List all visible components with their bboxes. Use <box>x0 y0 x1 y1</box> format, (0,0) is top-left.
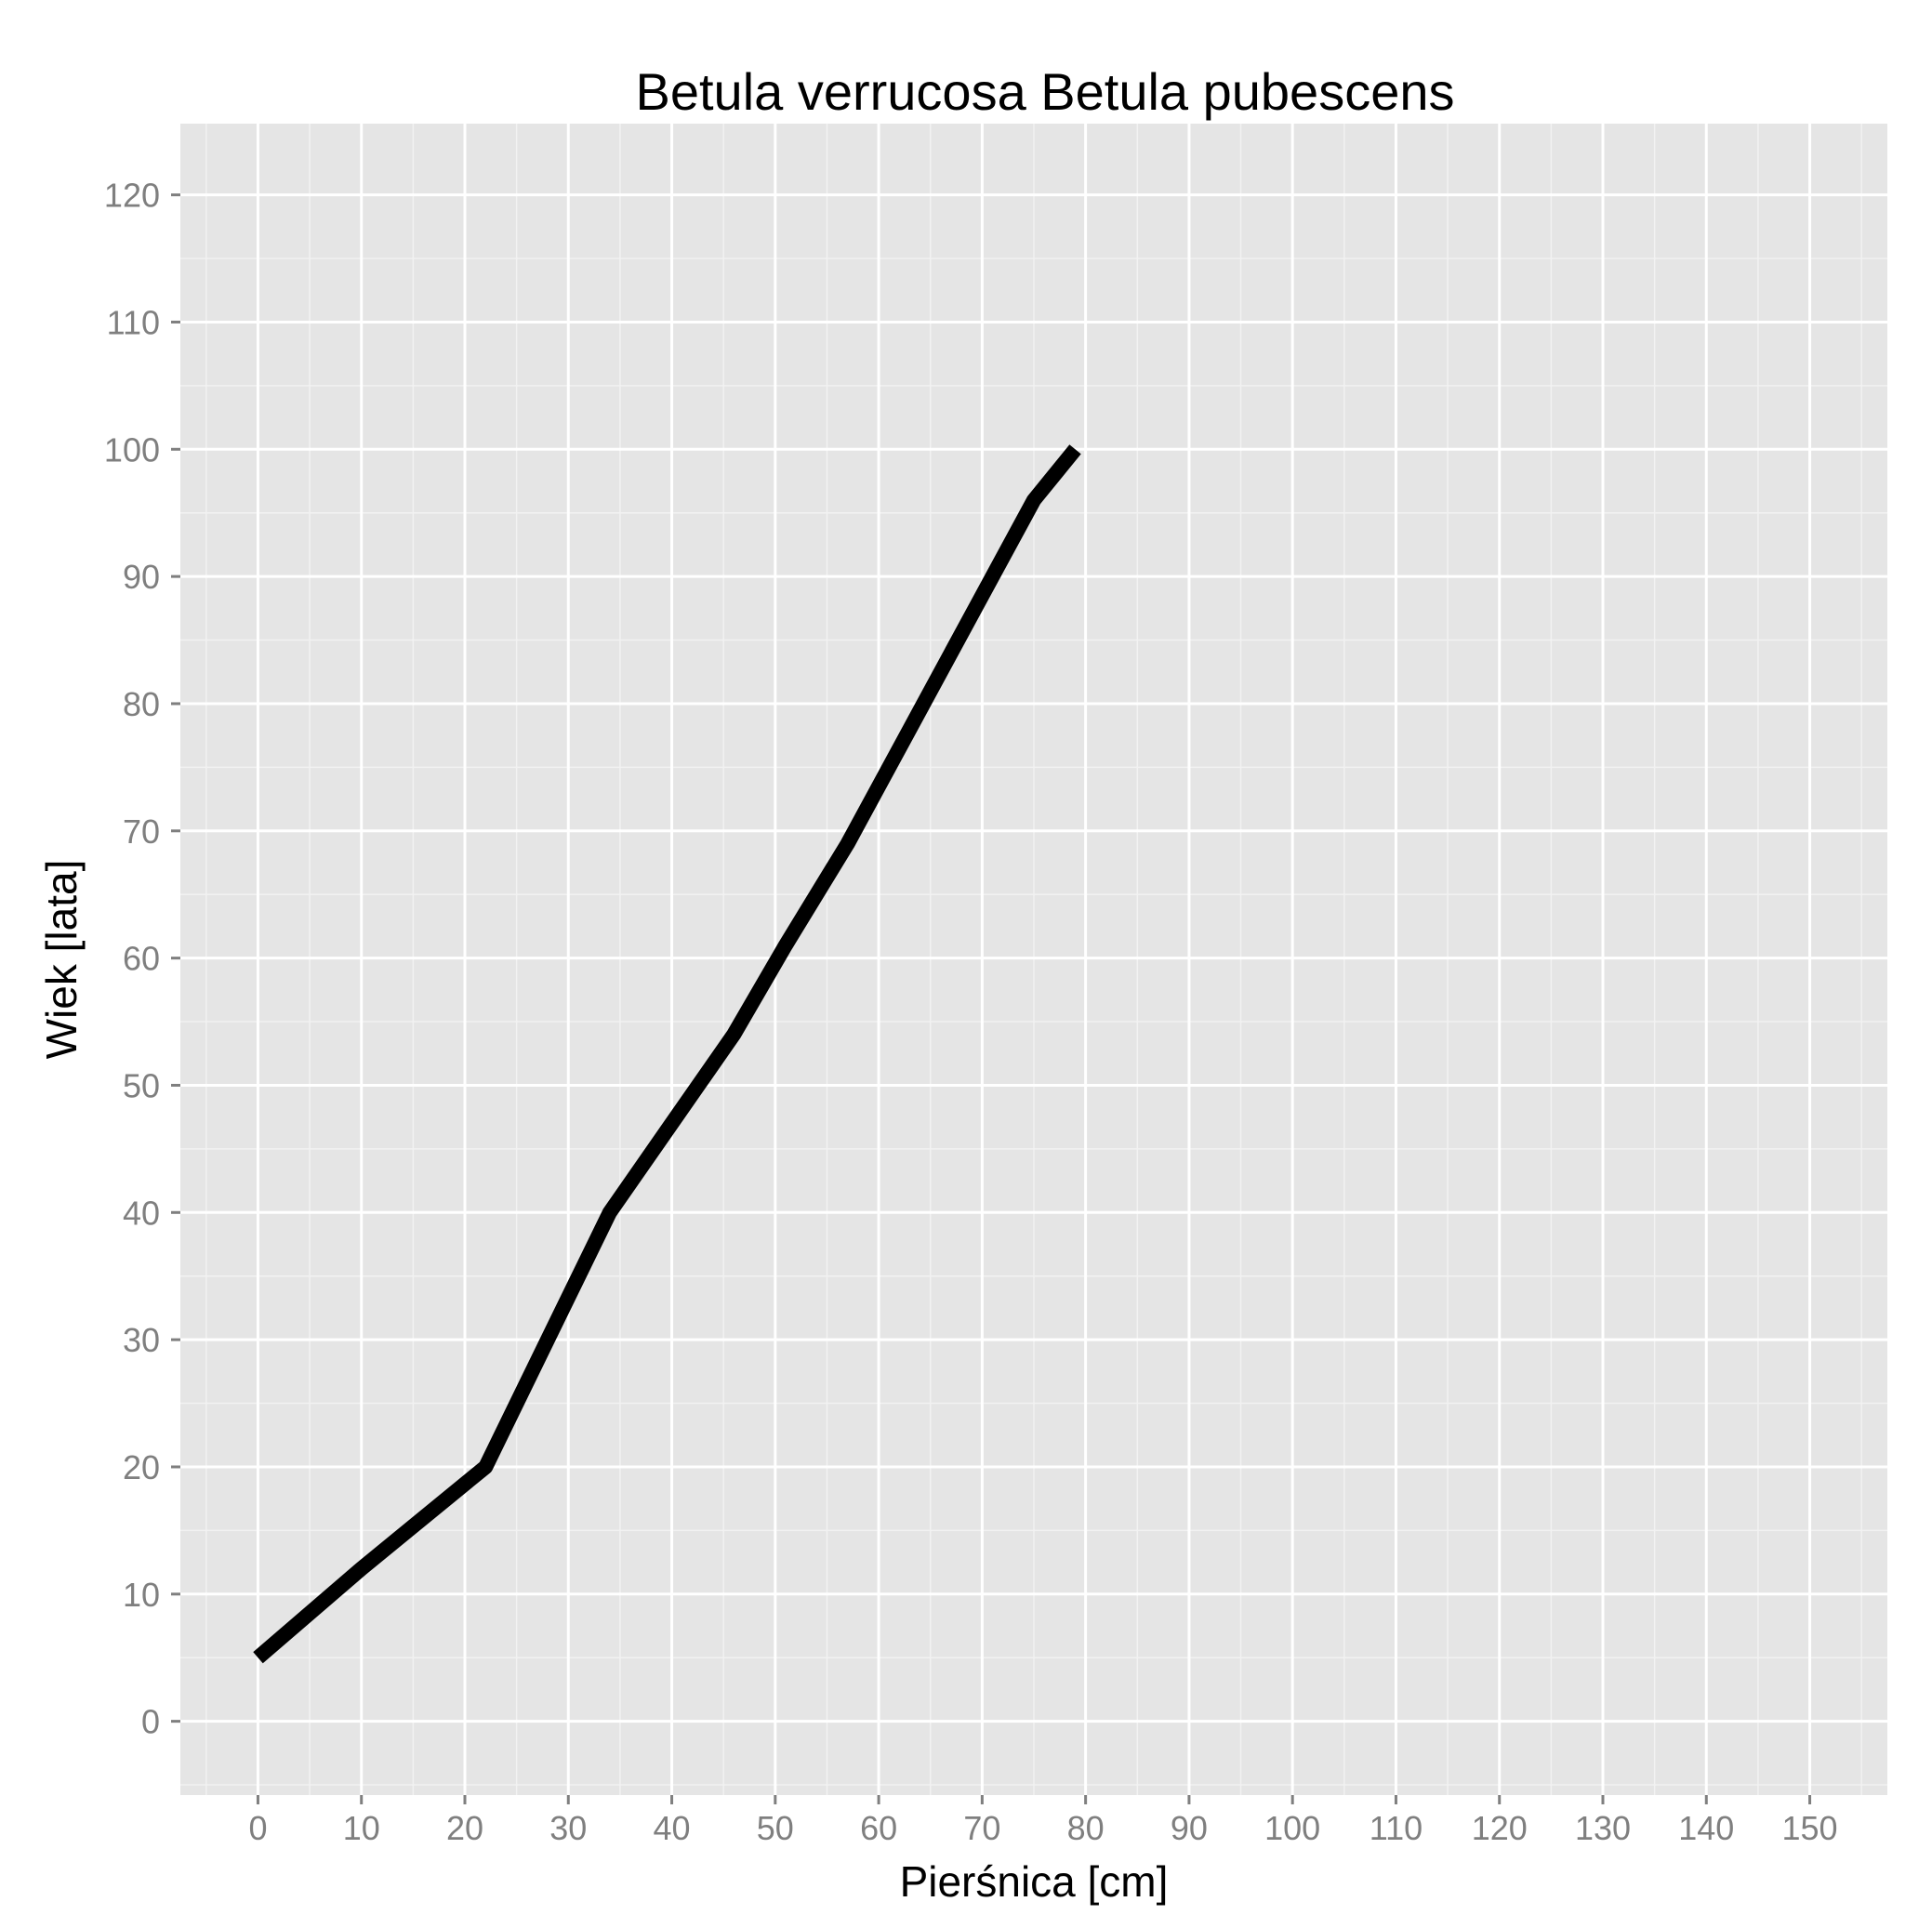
x-tick-label: 140 <box>1678 1809 1734 1847</box>
y-tick-label: 90 <box>123 558 160 596</box>
y-axis: 0 10 20 30 40 50 60 70 80 90 100 110 120 <box>104 177 180 1741</box>
y-tick-label: 0 <box>141 1703 160 1741</box>
chart-title: Betula verrucosa Betula pubescens <box>636 62 1455 121</box>
x-axis: 0 10 20 30 40 50 60 70 80 90 100 110 120 130 140 150 <box>248 1795 1838 1847</box>
x-tick-label: 130 <box>1575 1809 1631 1847</box>
x-tick-label: 90 <box>1171 1809 1208 1847</box>
x-tick-label: 30 <box>549 1809 587 1847</box>
y-tick-label: 20 <box>123 1448 160 1486</box>
x-tick-label: 40 <box>654 1809 691 1847</box>
x-tick-label: 100 <box>1264 1809 1320 1847</box>
y-tick-label: 60 <box>123 940 160 978</box>
y-tick-label: 10 <box>123 1576 160 1614</box>
y-tick-label: 100 <box>104 430 160 469</box>
x-tick-label: 70 <box>963 1809 1000 1847</box>
y-tick-label: 110 <box>107 303 160 341</box>
x-tick-label: 20 <box>446 1809 483 1847</box>
x-tick-label: 60 <box>860 1809 897 1847</box>
grid-major <box>180 124 1887 1795</box>
x-tick-label: 110 <box>1370 1809 1423 1847</box>
y-tick-label: 70 <box>123 812 160 851</box>
x-tick-label: 50 <box>757 1809 794 1847</box>
series-line <box>253 444 1081 1664</box>
x-tick-label: 0 <box>248 1809 267 1847</box>
y-tick-label: 30 <box>123 1321 160 1359</box>
x-tick-label: 80 <box>1067 1809 1105 1847</box>
y-tick-label: 40 <box>123 1194 160 1232</box>
x-tick-label: 150 <box>1782 1809 1838 1847</box>
series-layer <box>253 444 1081 1664</box>
x-tick-label: 120 <box>1472 1809 1528 1847</box>
y-tick-label: 120 <box>104 177 160 215</box>
y-axis-title: Wiek [lata] <box>37 860 86 1060</box>
y-tick-label: 50 <box>123 1066 160 1104</box>
y-tick-label: 80 <box>123 685 160 723</box>
x-axis-title: Pierśnica [cm] <box>900 1857 1169 1906</box>
x-tick-label: 10 <box>343 1809 380 1847</box>
